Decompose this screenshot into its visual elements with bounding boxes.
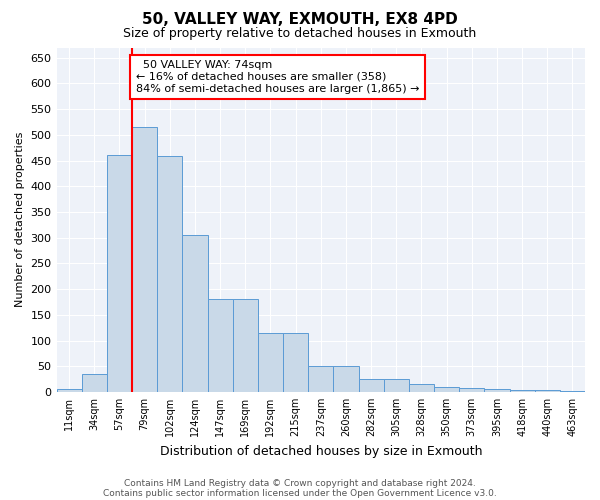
Bar: [434, 387, 459, 392]
Text: Contains public sector information licensed under the Open Government Licence v3: Contains public sector information licen…: [103, 488, 497, 498]
Bar: [132, 127, 157, 392]
Bar: [334, 366, 359, 392]
Bar: [258, 333, 283, 392]
Bar: [509, 390, 535, 392]
Text: 50, VALLEY WAY, EXMOUTH, EX8 4PD: 50, VALLEY WAY, EXMOUTH, EX8 4PD: [142, 12, 458, 28]
Bar: [157, 156, 182, 392]
Y-axis label: Number of detached properties: Number of detached properties: [15, 132, 25, 308]
Bar: [560, 391, 585, 392]
Bar: [359, 379, 383, 392]
Bar: [182, 235, 208, 392]
Bar: [308, 366, 334, 392]
Bar: [233, 300, 258, 392]
Bar: [459, 388, 484, 392]
Bar: [484, 390, 509, 392]
Bar: [208, 300, 233, 392]
Text: 50 VALLEY WAY: 74sqm
← 16% of detached houses are smaller (358)
84% of semi-deta: 50 VALLEY WAY: 74sqm ← 16% of detached h…: [136, 60, 419, 94]
Bar: [283, 333, 308, 392]
X-axis label: Distribution of detached houses by size in Exmouth: Distribution of detached houses by size …: [160, 444, 482, 458]
Bar: [535, 390, 560, 392]
Bar: [82, 374, 107, 392]
Bar: [56, 390, 82, 392]
Bar: [107, 156, 132, 392]
Text: Contains HM Land Registry data © Crown copyright and database right 2024.: Contains HM Land Registry data © Crown c…: [124, 478, 476, 488]
Bar: [409, 384, 434, 392]
Text: Size of property relative to detached houses in Exmouth: Size of property relative to detached ho…: [124, 28, 476, 40]
Bar: [383, 379, 409, 392]
